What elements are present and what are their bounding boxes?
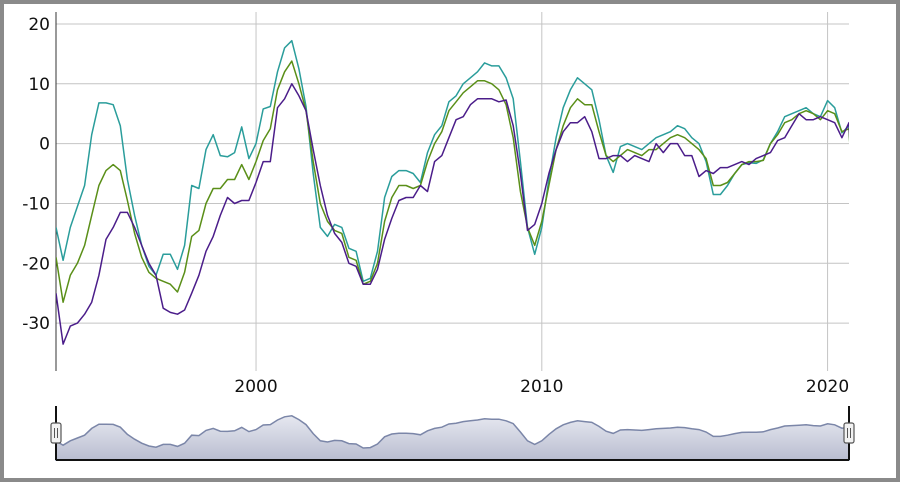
y-tick-label: -10 bbox=[22, 194, 50, 214]
y-tick-label: -30 bbox=[22, 314, 50, 334]
series-line-1 bbox=[56, 39, 849, 283]
range-navigator[interactable] bbox=[50, 406, 855, 461]
vertical-gridlines bbox=[255, 12, 829, 371]
series-lines bbox=[56, 39, 849, 345]
y-tick-label: -20 bbox=[22, 254, 50, 274]
y-tick-label: 10 bbox=[28, 75, 50, 95]
y-tick-label: 20 bbox=[28, 15, 50, 35]
handle-grip[interactable] bbox=[843, 422, 855, 444]
navigator-left-handle[interactable] bbox=[50, 422, 62, 444]
x-tick-label: 2020 bbox=[806, 377, 849, 397]
handle-grip[interactable] bbox=[50, 422, 62, 444]
navigator-area bbox=[55, 415, 850, 461]
series-line-3 bbox=[56, 83, 849, 345]
horizontal-gridlines bbox=[56, 23, 849, 324]
navigator-right-handle[interactable] bbox=[843, 422, 855, 444]
x-tick-label: 2000 bbox=[234, 377, 277, 397]
x-tick-label: 2010 bbox=[520, 377, 563, 397]
x-axis-tick-labels: 2000 2010 2020 bbox=[234, 377, 849, 397]
series-line-2 bbox=[56, 60, 849, 303]
y-tick-label: 0 bbox=[39, 135, 50, 155]
y-axis-tick-labels: 20 10 0 -10 -20 -30 bbox=[22, 15, 50, 334]
